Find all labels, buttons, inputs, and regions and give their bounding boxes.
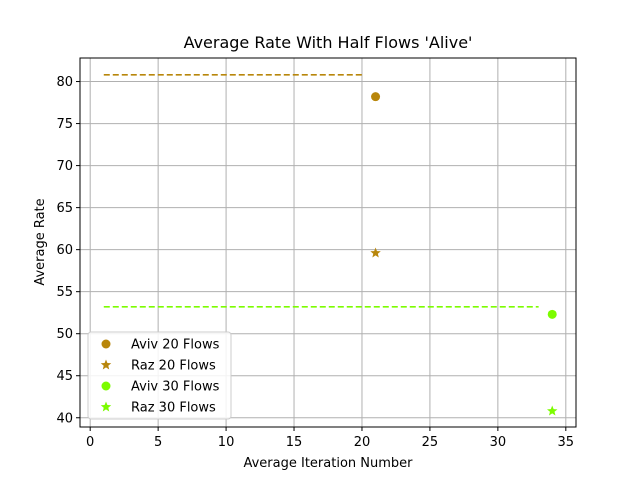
y-tick-label: 80 <box>56 75 73 90</box>
chart-title: Average Rate With Half Flows 'Alive' <box>184 33 473 52</box>
legend-marker <box>101 339 111 349</box>
legend-label: Aviv 30 Flows <box>131 380 220 395</box>
y-tick-label: 55 <box>56 285 73 300</box>
x-tick-label: 30 <box>490 435 507 450</box>
legend-marker <box>100 401 112 412</box>
x-tick-label: 20 <box>354 435 371 450</box>
legend-label: Aviv 20 Flows <box>131 338 220 353</box>
y-tick-label: 60 <box>56 243 73 258</box>
x-tick-label: 15 <box>286 435 303 450</box>
y-tick-label: 50 <box>56 327 73 342</box>
legend-box <box>87 331 232 420</box>
y-axis-label: Average Rate <box>33 198 48 285</box>
x-tick-label: 25 <box>422 435 439 450</box>
data-point <box>371 92 381 102</box>
legend-label: Raz 20 Flows <box>131 359 216 374</box>
y-tick-label: 70 <box>56 159 73 174</box>
data-point <box>370 247 381 258</box>
legend-label: Raz 30 Flows <box>131 401 216 416</box>
legend-marker <box>100 359 112 370</box>
y-tick-label: 65 <box>56 201 73 216</box>
axis-ticks: 0 5 10 15 20 25 30 35 40 45 50 55 60 65 70 75 80 <box>56 75 574 450</box>
legend-marker <box>101 381 111 391</box>
y-tick-label: 40 <box>56 411 73 426</box>
y-tick-label: 75 <box>56 117 73 132</box>
x-tick-label: 0 <box>86 435 94 450</box>
x-axis-label: Average Iteration Number <box>243 456 413 471</box>
x-tick-label: 10 <box>218 435 235 450</box>
data-point <box>547 309 557 319</box>
x-tick-label: 5 <box>154 435 162 450</box>
plot-frame <box>79 57 577 428</box>
x-tick-label: 35 <box>558 435 575 450</box>
data-points <box>370 92 558 416</box>
reference-lines <box>103 74 539 308</box>
legend: Aviv 20 Flows Raz 20 Flows Aviv 30 Flows Ra… <box>87 331 232 420</box>
data-point <box>546 405 558 416</box>
y-tick-label: 45 <box>56 369 73 384</box>
